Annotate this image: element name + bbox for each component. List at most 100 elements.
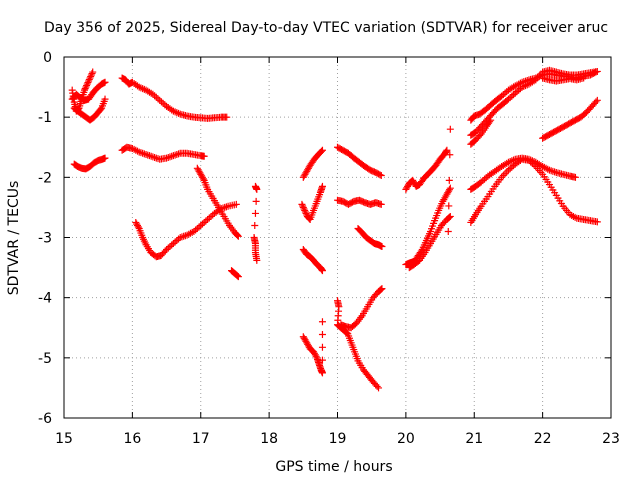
data-point <box>508 163 516 171</box>
data-point <box>207 212 215 220</box>
data-point <box>84 79 92 87</box>
x-tick-label: 23 <box>602 431 620 447</box>
data-point <box>134 221 142 229</box>
data-point <box>317 147 325 155</box>
data-point <box>510 91 518 99</box>
series-arc-28 <box>467 155 601 226</box>
data-point <box>302 169 310 177</box>
y-tick-label: -3 <box>38 231 52 247</box>
series-arc-23 <box>444 125 454 235</box>
data-point <box>444 189 452 197</box>
chart-title: Day 356 of 2025, Sidereal Day-to-day VTE… <box>44 20 608 36</box>
data-point <box>444 227 452 235</box>
series-arc-26 <box>467 116 495 148</box>
data-point <box>204 215 212 223</box>
data-point <box>312 352 320 360</box>
data-point <box>192 226 200 234</box>
data-point <box>156 96 164 104</box>
data-point <box>173 150 181 158</box>
series-arc-20 <box>402 146 451 193</box>
data-point <box>251 209 259 217</box>
data-point <box>501 89 509 97</box>
data-point <box>522 82 530 90</box>
data-point <box>318 182 326 190</box>
data-point <box>300 172 308 180</box>
data-point <box>253 256 261 264</box>
data-point <box>178 233 186 241</box>
data-point <box>446 212 454 220</box>
data-point <box>88 70 96 78</box>
series-arc-19 <box>354 224 386 251</box>
data-point <box>171 238 179 246</box>
y-tick-label: -5 <box>38 351 52 367</box>
data-point <box>549 167 557 175</box>
data-point <box>181 232 189 240</box>
data-point <box>233 271 241 279</box>
data-point <box>221 203 229 211</box>
data-point <box>318 343 326 351</box>
series-arc-5 <box>118 74 231 122</box>
data-point <box>202 217 210 225</box>
data-point <box>503 168 511 176</box>
series-arc-13 <box>299 246 326 275</box>
data-point <box>169 107 177 115</box>
data-point <box>506 158 514 166</box>
data-point <box>147 152 155 160</box>
data-point <box>525 156 533 164</box>
data-point <box>197 170 205 178</box>
data-point <box>199 175 207 183</box>
data-point <box>530 161 538 169</box>
series-arc-16 <box>337 285 386 332</box>
data-point <box>479 177 487 185</box>
data-point <box>164 244 172 252</box>
data-point <box>580 74 588 82</box>
data-point <box>343 329 351 337</box>
series-arc-3 <box>70 95 109 124</box>
data-point <box>253 185 261 193</box>
data-point <box>135 148 143 156</box>
data-point <box>310 348 318 356</box>
data-point <box>157 98 165 106</box>
data-point <box>504 158 512 166</box>
y-tick-label: -6 <box>38 411 52 427</box>
data-point <box>87 71 95 79</box>
data-point <box>409 176 417 184</box>
data-point <box>163 154 171 162</box>
data-point <box>504 95 512 103</box>
data-point <box>446 151 454 159</box>
data-point <box>135 83 143 91</box>
data-point <box>527 158 535 166</box>
data-point <box>410 178 418 186</box>
data-point <box>442 147 450 155</box>
data-point <box>89 68 97 76</box>
data-layer <box>68 66 601 392</box>
data-point <box>163 246 171 254</box>
data-point <box>377 172 385 180</box>
data-point <box>196 169 204 177</box>
series-arc-9 <box>228 267 242 281</box>
data-point <box>139 149 147 157</box>
data-point <box>87 73 95 81</box>
data-point <box>81 85 89 93</box>
data-point <box>544 165 552 173</box>
y-tick-label: -2 <box>38 170 52 186</box>
data-point <box>149 90 157 98</box>
data-point <box>139 85 147 93</box>
data-point <box>301 336 309 344</box>
data-point <box>318 267 326 275</box>
data-point <box>300 334 308 342</box>
data-point <box>511 89 519 97</box>
data-point <box>299 173 307 181</box>
data-point <box>137 149 145 157</box>
data-point <box>571 213 579 221</box>
data-point <box>145 152 153 160</box>
data-point <box>445 214 453 222</box>
data-point <box>520 82 528 90</box>
data-point <box>233 230 241 238</box>
data-point <box>377 285 385 293</box>
data-point <box>477 178 485 186</box>
data-point <box>149 153 157 161</box>
data-point <box>97 105 105 113</box>
data-point <box>83 82 91 90</box>
data-point <box>518 83 526 91</box>
